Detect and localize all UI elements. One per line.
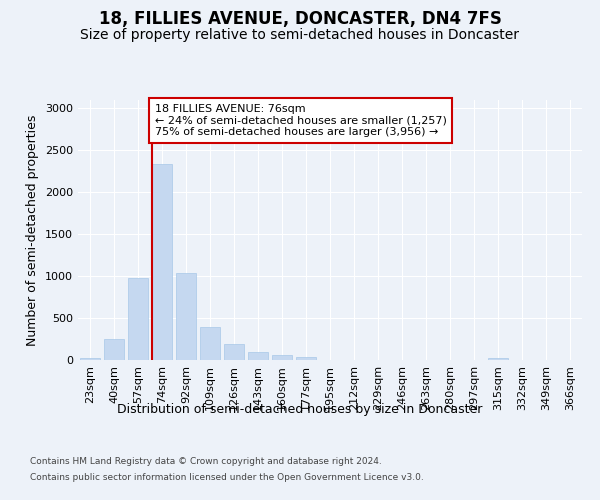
Bar xyxy=(80,358,100,360)
Bar xyxy=(152,164,172,360)
Bar xyxy=(248,352,268,360)
Text: 18 FILLIES AVENUE: 76sqm
← 24% of semi-detached houses are smaller (1,257)
75% o: 18 FILLIES AVENUE: 76sqm ← 24% of semi-d… xyxy=(155,104,446,137)
Bar xyxy=(224,344,244,360)
Y-axis label: Number of semi-detached properties: Number of semi-detached properties xyxy=(26,114,40,346)
Text: Size of property relative to semi-detached houses in Doncaster: Size of property relative to semi-detach… xyxy=(80,28,520,42)
Bar xyxy=(200,327,220,360)
Text: Contains public sector information licensed under the Open Government Licence v3: Contains public sector information licen… xyxy=(30,472,424,482)
Bar xyxy=(488,358,508,360)
Bar xyxy=(296,356,316,360)
Bar xyxy=(176,273,196,360)
Bar xyxy=(104,340,124,360)
Text: Distribution of semi-detached houses by size in Doncaster: Distribution of semi-detached houses by … xyxy=(118,402,482,415)
Bar xyxy=(272,356,292,360)
Bar xyxy=(128,278,148,360)
Text: 18, FILLIES AVENUE, DONCASTER, DN4 7FS: 18, FILLIES AVENUE, DONCASTER, DN4 7FS xyxy=(98,10,502,28)
Text: Contains HM Land Registry data © Crown copyright and database right 2024.: Contains HM Land Registry data © Crown c… xyxy=(30,458,382,466)
